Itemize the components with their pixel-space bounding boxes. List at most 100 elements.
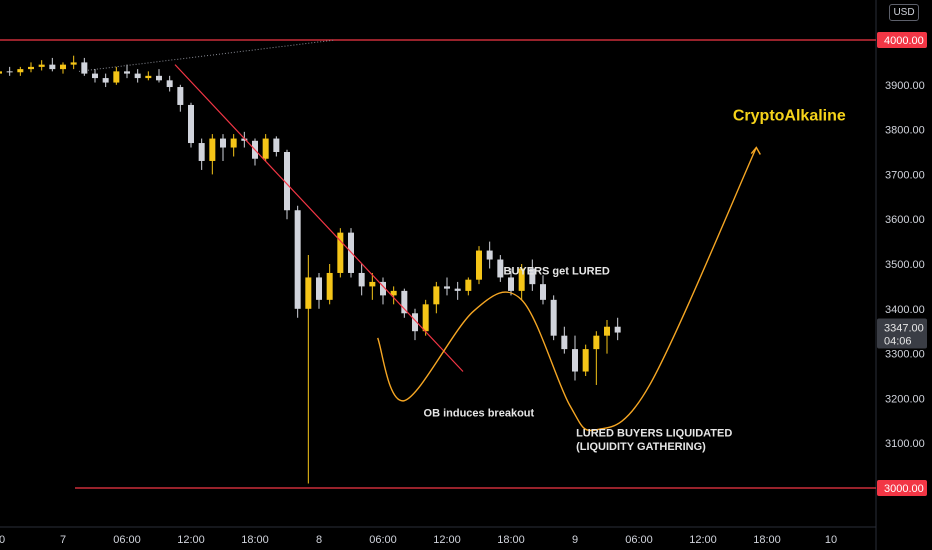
candle: [262, 134, 269, 161]
candle: [326, 264, 333, 305]
candle-body: [540, 284, 546, 300]
y-tick-label: 3600.00: [885, 214, 925, 226]
candle: [337, 228, 344, 278]
candle: [604, 320, 610, 354]
candle-body: [230, 138, 237, 148]
candle: [0, 71, 2, 74]
candle-body: [433, 286, 440, 305]
x-tick-label: 18:00: [753, 534, 781, 546]
trendline-group: [174, 64, 464, 372]
candle-body: [49, 64, 56, 70]
candle-body: [38, 64, 45, 67]
y-tick-label: 3400.00: [885, 304, 925, 316]
candle-body: [529, 268, 536, 285]
candle: [454, 281, 461, 300]
candle-body: [582, 349, 589, 372]
candle-body: [358, 272, 365, 287]
candle: [28, 62, 34, 73]
candle: [390, 286, 397, 305]
candle-body: [508, 277, 514, 291]
candle: [166, 75, 173, 92]
dotted-ray-line: [78, 39, 336, 72]
currency-badge[interactable]: USD: [889, 4, 919, 21]
candle-body: [209, 138, 216, 161]
candle-body: [294, 210, 301, 309]
candle: [198, 138, 205, 170]
x-tick-label: 7: [60, 534, 66, 546]
candle: [273, 136, 280, 157]
candle-body: [518, 268, 525, 291]
candle: [6, 66, 13, 76]
candle: [550, 295, 557, 341]
candle-body: [188, 104, 194, 144]
annotation-label: OB induces breakout: [424, 407, 535, 419]
annotations: BUYERS get LURED OB induces breakout LURED…: [424, 108, 846, 453]
candle: [294, 205, 301, 318]
candle: [241, 131, 248, 148]
candle: [70, 55, 77, 70]
level-price-tag: [877, 480, 927, 496]
candle: [422, 299, 429, 336]
horizontal-levels: [0, 39, 876, 489]
candle-body: [465, 279, 472, 291]
annotation-label: (LIQUIDITY GATHERING): [576, 441, 706, 453]
candle-body: [134, 73, 141, 79]
candle: [444, 277, 450, 296]
candle: [582, 344, 589, 376]
candle-body: [422, 304, 429, 332]
candle-body: [17, 69, 24, 73]
candle-body: [444, 286, 450, 289]
candle: [540, 275, 546, 305]
last-price-tag: [877, 318, 927, 349]
candle: [209, 134, 216, 175]
candle-body: [497, 259, 504, 278]
candle: [230, 134, 237, 157]
y-tick-label: 3700.00: [885, 169, 925, 181]
candle: [380, 277, 386, 305]
candle: [38, 60, 45, 71]
trendline: [174, 64, 464, 372]
candle-body: [390, 290, 397, 296]
candle-body: [166, 80, 173, 88]
candle-body: [124, 71, 130, 74]
candle: [358, 264, 365, 296]
candle-body: [220, 138, 226, 148]
candle-body: [113, 71, 120, 83]
time-axis[interactable]: 00 7 06:00 12:00 18:00 8 06:00 12:00 18:00 9 06:00…: [0, 534, 837, 546]
x-tick-label: 12:00: [689, 534, 717, 546]
candle-body: [337, 232, 344, 273]
x-tick-label: 00: [0, 534, 5, 546]
candle-body: [572, 349, 578, 372]
candle-body: [60, 64, 66, 70]
y-tick-label: 3200.00: [885, 393, 925, 405]
candle-body: [156, 75, 162, 81]
candle: [113, 66, 120, 85]
candle-body: [561, 335, 568, 350]
projected-path: [377, 147, 757, 432]
candle-body: [102, 78, 109, 83]
candle-body: [145, 75, 152, 79]
price-axis[interactable]: 3900.00 3800.00 3700.00 3600.00 3500.00 3400.…: [885, 80, 925, 450]
candle-body: [550, 299, 557, 336]
candle-body: [198, 143, 205, 161]
candle-body: [401, 290, 408, 314]
candle-body: [177, 87, 184, 105]
candle-body: [70, 62, 77, 65]
candle-body: [593, 335, 600, 350]
projection-group: [377, 146, 761, 432]
candle: [369, 272, 376, 300]
candle-body: [476, 250, 482, 280]
candle-body: [454, 288, 461, 291]
candle-body: [284, 152, 290, 211]
candle-body: [412, 313, 418, 332]
candle: [476, 246, 482, 285]
annotation-label: BUYERS get LURED: [504, 265, 610, 277]
x-tick-label: 06:00: [625, 534, 653, 546]
candlestick-series: [0, 55, 621, 484]
candle-body: [380, 281, 386, 296]
candle-body: [305, 277, 312, 309]
brand-label: CryptoAlkaline: [733, 108, 846, 125]
y-tick-label: 3800.00: [885, 125, 925, 137]
